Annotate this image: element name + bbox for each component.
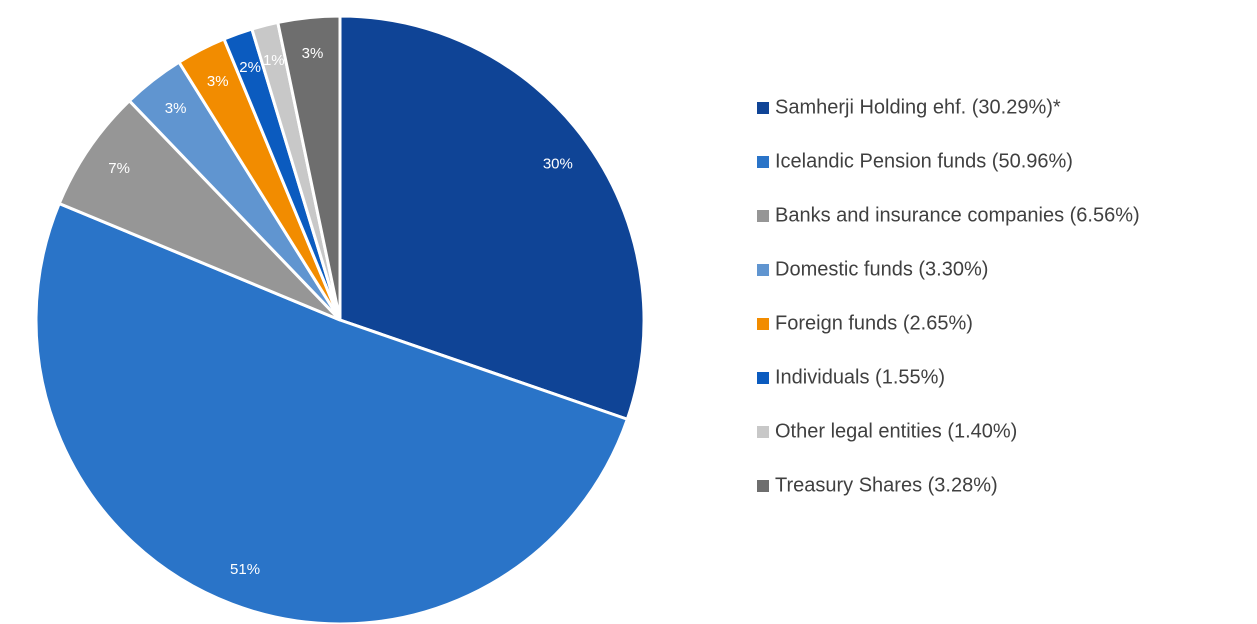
legend-label: Icelandic Pension funds (50.96%) [775,150,1073,172]
legend-swatch [757,480,769,492]
legend-swatch [757,318,769,330]
data-label: 51% [230,561,260,578]
legend-swatch [757,102,769,114]
legend-label: Foreign funds (2.65%) [775,312,973,334]
legend-label: Treasury Shares (3.28%) [775,474,998,496]
pie-slice [338,14,646,422]
legend-label: Individuals (1.55%) [775,366,945,388]
data-label: 3% [302,45,324,62]
legend-swatch [757,264,769,276]
legend-swatch [757,426,769,438]
pie-slice [57,98,342,322]
legend-swatch [757,156,769,168]
legend-label: Banks and insurance companies (6.56%) [775,204,1140,226]
pie-slice [276,14,342,321]
data-label: 2% [239,59,261,76]
legend-label: Other legal entities (1.40%) [775,420,1017,442]
pie-slice [34,201,630,624]
data-label: 3% [165,100,187,117]
data-label: 30% [543,156,573,173]
legend-label: Samherji Holding ehf. (30.29%)* [775,96,1061,118]
legend-swatch [757,210,769,222]
legend-swatch [757,372,769,384]
legend-label: Domestic funds (3.30%) [775,258,988,280]
data-label: 3% [207,73,229,90]
data-label: 7% [108,160,130,177]
data-label: 1% [263,52,285,69]
